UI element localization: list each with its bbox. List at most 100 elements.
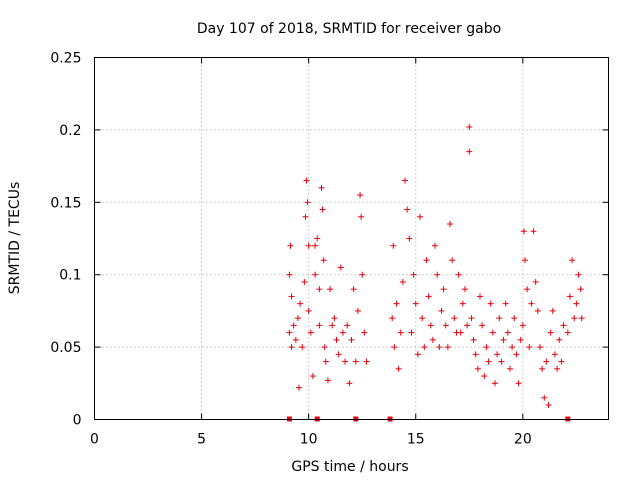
data-point	[479, 322, 486, 329]
data-point	[500, 336, 507, 343]
data-point	[566, 293, 573, 300]
data-point	[410, 271, 417, 278]
data-point	[302, 213, 309, 220]
data-point	[494, 351, 501, 358]
data-point	[444, 344, 451, 351]
data-point	[346, 380, 353, 387]
data-point	[314, 235, 321, 242]
y-tick-label: 0	[73, 413, 82, 429]
data-point	[489, 329, 496, 336]
data-point	[551, 351, 558, 358]
data-point	[359, 271, 366, 278]
data-point	[543, 358, 550, 365]
data-point	[472, 351, 479, 358]
data-point	[288, 293, 295, 300]
data-point	[504, 329, 511, 336]
data-point	[294, 315, 301, 322]
data-point	[350, 286, 357, 293]
data-point	[549, 307, 556, 314]
data-point	[534, 307, 541, 314]
data-point	[436, 344, 443, 351]
y-axis: 0 0.05 0.1 0.15 0.2 0.25	[50, 51, 609, 429]
data-point	[318, 184, 325, 191]
data-point	[517, 336, 524, 343]
data-point	[408, 329, 415, 336]
data-point	[457, 329, 464, 336]
data-point	[509, 344, 516, 351]
data-point	[344, 322, 351, 329]
data-point	[526, 344, 533, 351]
data-point	[498, 358, 505, 365]
data-point	[560, 322, 567, 329]
data-point	[459, 300, 466, 307]
data-point	[502, 300, 509, 307]
x-tick-label: 15	[407, 432, 425, 448]
data-point	[541, 394, 548, 401]
data-point	[515, 380, 522, 387]
data-point	[474, 365, 481, 372]
data-point	[339, 329, 346, 336]
data-point	[530, 228, 537, 235]
data-point	[506, 365, 513, 372]
data-point	[320, 257, 327, 264]
data-point	[520, 228, 527, 235]
y-tick-label: 0.05	[50, 340, 81, 356]
chart-title: Day 107 of 2018, SRMTID for receiver gab…	[197, 21, 501, 37]
data-point	[312, 242, 319, 249]
data-point	[564, 329, 571, 336]
data-point	[305, 307, 312, 314]
data-point	[399, 278, 406, 285]
data-point	[524, 286, 531, 293]
grid-lines	[94, 57, 609, 420]
data-point	[554, 365, 561, 372]
data-point	[466, 148, 473, 155]
data-point	[335, 351, 342, 358]
data-point	[357, 192, 364, 199]
data-point	[393, 300, 400, 307]
data-point	[442, 322, 449, 329]
data-point	[468, 315, 475, 322]
data-point	[577, 286, 584, 293]
data-point	[301, 278, 308, 285]
x-tick-label: 10	[300, 432, 318, 448]
data-point	[571, 315, 578, 322]
data-point	[354, 307, 361, 314]
data-point	[319, 206, 326, 213]
data-point	[390, 242, 397, 249]
data-point	[449, 257, 456, 264]
data-point	[419, 315, 426, 322]
y-axis-label: SRMTID / TECUs	[7, 182, 23, 295]
data-point	[316, 286, 323, 293]
data-point	[421, 344, 428, 351]
data-point	[573, 300, 580, 307]
data-point	[578, 315, 585, 322]
data-point	[575, 271, 582, 278]
data-point	[287, 242, 294, 249]
data-point	[462, 286, 469, 293]
data-point	[299, 344, 306, 351]
data-point	[434, 271, 441, 278]
data-point	[440, 286, 447, 293]
data-point	[427, 322, 434, 329]
data-point	[528, 300, 535, 307]
data-point	[547, 329, 554, 336]
data-point	[464, 322, 471, 329]
data-point	[327, 286, 334, 293]
x-tick-label: 0	[90, 432, 99, 448]
data-point	[511, 315, 518, 322]
data-point	[358, 213, 365, 220]
data-point	[432, 242, 439, 249]
data-points	[286, 124, 585, 409]
data-point	[337, 264, 344, 271]
data-point	[329, 322, 336, 329]
data-point	[545, 402, 552, 409]
x-axis: 0 5 10 15 20	[90, 57, 532, 448]
data-point	[397, 329, 404, 336]
x-tick-label: 20	[514, 432, 532, 448]
data-point	[288, 344, 295, 351]
x-axis-label: GPS time / hours	[291, 459, 408, 475]
data-point	[491, 380, 498, 387]
plot-frame	[94, 57, 609, 420]
data-point	[481, 373, 488, 380]
